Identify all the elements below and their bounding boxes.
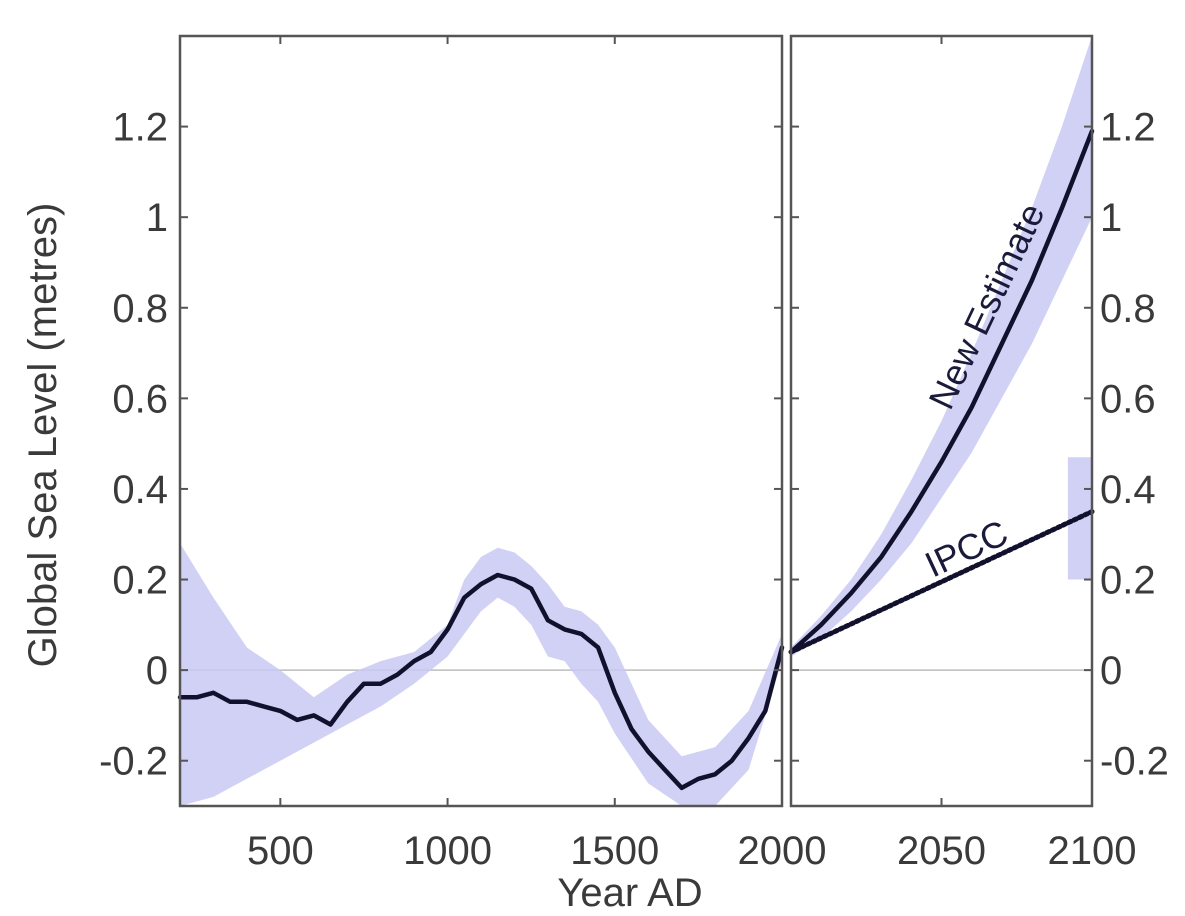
y-tick-label: -0.2 — [99, 740, 168, 784]
x-tick-label: 2100 — [1048, 829, 1137, 873]
y-tick-label: 1 — [1100, 196, 1122, 240]
y-tick-label: 0.6 — [1100, 377, 1156, 421]
sea-level-line — [177, 572, 785, 791]
y-tick-label: 1.2 — [1100, 106, 1156, 150]
x-tick-label: 2050 — [897, 829, 986, 873]
y-tick-label: 1 — [146, 196, 168, 240]
projection-panel: New EstimateIPCC-0.200.20.40.60.811.2205… — [788, 34, 1169, 873]
historical-panel: -0.2 0 0.2 0.4 0.6 0.8 1 1.2 500 1000 1500 2000 — [99, 34, 827, 873]
y-tick-label: 0 — [146, 649, 168, 693]
y-tick-label: -0.2 — [1100, 740, 1169, 784]
y-tick-label: 0.8 — [1100, 287, 1156, 331]
y-axis-label: Global Sea Level (metres) — [21, 203, 65, 668]
y-tick-label: 0.2 — [112, 559, 168, 603]
uncertainty-band — [180, 543, 782, 806]
axes-box — [178, 34, 784, 808]
x-axis-label: Year AD — [557, 871, 702, 915]
new-estimate-line — [788, 128, 1095, 655]
ipcc-line — [788, 509, 1095, 655]
y-tick-label: 0.4 — [1100, 468, 1156, 512]
y-tick-label: 0.8 — [112, 287, 168, 331]
ipcc-label: IPCC — [919, 512, 1014, 586]
y-tick-label: 0.2 — [1100, 559, 1156, 603]
y-tick-label: 0.6 — [112, 377, 168, 421]
x-tick-label: 1000 — [403, 829, 492, 873]
x-tick-label: 1500 — [570, 829, 659, 873]
x-tick-label: 2000 — [738, 829, 827, 873]
y-tick-label: 0 — [1100, 649, 1122, 693]
y-tick-label: 1.2 — [112, 106, 168, 150]
x-tick-label: 500 — [247, 829, 314, 873]
y-tick-label: 0.4 — [112, 468, 168, 512]
